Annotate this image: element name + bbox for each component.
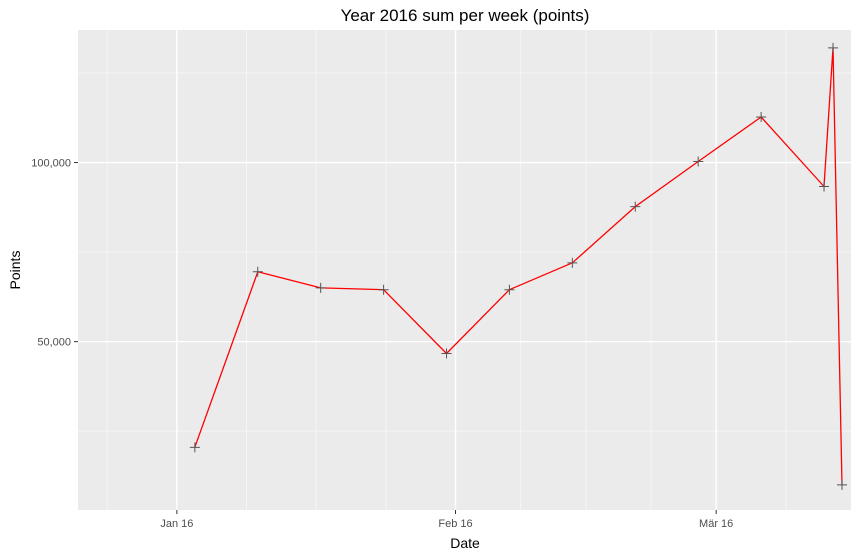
data-point-marker [630, 201, 641, 212]
axis-ticks [74, 162, 717, 514]
data-point-marker [504, 284, 515, 295]
major-gridlines [78, 30, 851, 510]
data-point-marker [252, 266, 263, 277]
series-group [189, 42, 848, 490]
y-tick-label: 100,000 [31, 158, 71, 170]
data-point-marker [828, 42, 839, 53]
panel-background [78, 30, 851, 510]
data-point-marker [378, 284, 389, 295]
data-point-marker [315, 282, 326, 293]
x-tick-label: Jan 16 [160, 518, 193, 530]
data-point-marker [189, 442, 200, 453]
y-tick-label: 50,000 [37, 337, 71, 349]
minor-gridlines [78, 30, 851, 510]
data-point-marker [819, 181, 830, 192]
data-point-marker [837, 479, 848, 490]
tick-labels: 50,000 100,000 Jan 16 Feb 16 Mär 16 [31, 158, 733, 530]
x-axis-title: Date [450, 535, 480, 551]
chart-title: Year 2016 sum per week (points) [341, 6, 590, 25]
x-tick-label: Mär 16 [699, 518, 733, 530]
x-tick-label: Feb 16 [438, 518, 472, 530]
data-point-marker [567, 257, 578, 268]
data-point-marker [693, 156, 704, 167]
data-point-marker [756, 112, 767, 123]
data-point-marker [441, 348, 452, 359]
y-axis-title: Points [7, 251, 23, 290]
